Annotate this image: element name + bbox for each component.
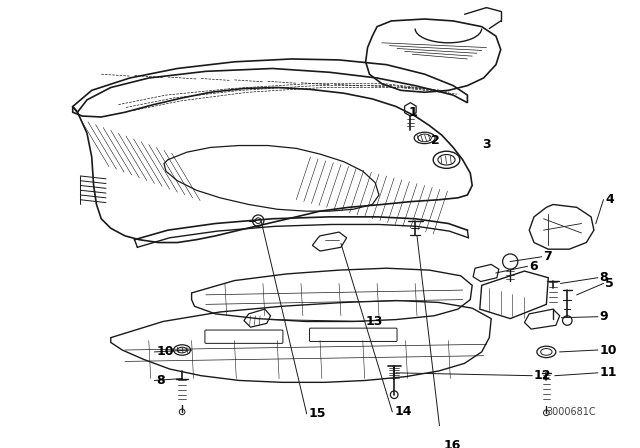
Text: 10: 10: [600, 344, 617, 357]
Text: 4: 4: [605, 193, 614, 206]
Text: 14: 14: [394, 405, 412, 418]
Text: 8: 8: [156, 374, 165, 387]
Text: 15: 15: [308, 407, 326, 420]
Text: 7: 7: [543, 250, 552, 263]
Text: 5: 5: [605, 277, 614, 290]
Text: 8: 8: [600, 271, 608, 284]
Text: 12: 12: [534, 369, 552, 382]
Text: 3: 3: [482, 138, 490, 151]
Text: 10: 10: [156, 345, 174, 358]
Text: 6: 6: [529, 260, 538, 273]
Text: 9: 9: [600, 310, 608, 323]
Text: 3000681C: 3000681C: [546, 407, 596, 417]
Text: 16: 16: [444, 439, 461, 448]
Text: 1: 1: [408, 106, 417, 119]
Text: 2: 2: [431, 134, 440, 147]
Text: 11: 11: [600, 366, 617, 379]
Text: 13: 13: [365, 315, 383, 328]
